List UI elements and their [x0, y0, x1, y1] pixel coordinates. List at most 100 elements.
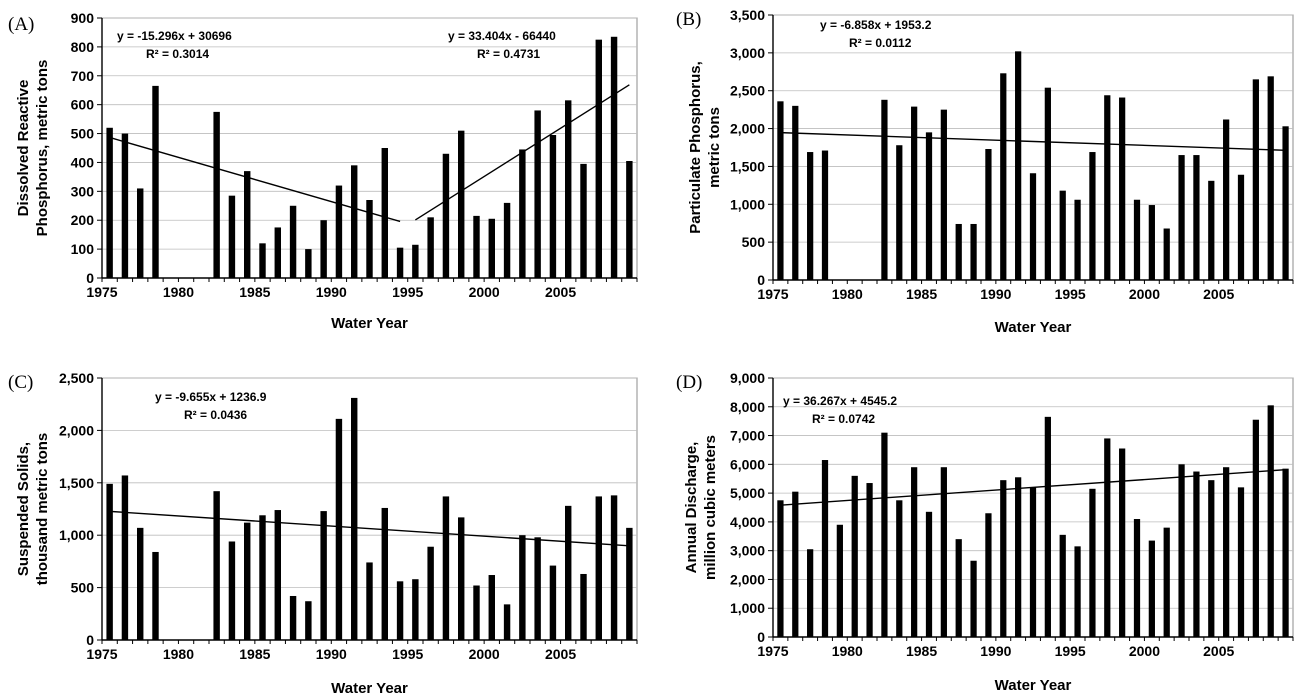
- x-tick-label: 2000: [469, 284, 500, 300]
- bar: [1252, 419, 1259, 637]
- bar: [807, 152, 814, 280]
- bar: [1000, 480, 1007, 637]
- bar: [626, 161, 633, 278]
- bar: [1163, 228, 1170, 280]
- y-axis-title-line: metric tons: [706, 107, 723, 188]
- bar: [1029, 173, 1037, 280]
- y-tick-label: 100: [71, 241, 95, 257]
- bar: [1237, 487, 1245, 637]
- y-tick-label: 500: [742, 234, 766, 250]
- y-tick-label: 9,000: [730, 370, 765, 386]
- bar: [955, 223, 962, 280]
- bar: [213, 491, 220, 640]
- bar: [274, 227, 281, 278]
- y-axis-title-line: Phosphorus, metric tons: [34, 60, 51, 237]
- bar: [821, 150, 829, 280]
- x-axis-title: Water Year: [331, 680, 408, 697]
- trend-r-squared: R² = 0.0436: [184, 408, 247, 422]
- x-tick-label: 1975: [757, 286, 788, 302]
- bar: [881, 432, 888, 637]
- panel-c: 0 500 1,000 1,500 2,000 2,500 1975 1980 1985 1990…: [8, 370, 638, 697]
- bar: [473, 585, 480, 640]
- bar: [610, 495, 618, 640]
- trend-line: [414, 84, 630, 221]
- bar: [1059, 534, 1066, 637]
- bar: [925, 132, 933, 280]
- bar: [152, 551, 159, 640]
- bar: [519, 149, 526, 278]
- bar: [1237, 174, 1245, 280]
- bar: [213, 111, 220, 278]
- trend-equation: y = -15.296x + 30696: [117, 29, 232, 43]
- y-axis-title-line: Suspended Solids,: [15, 442, 32, 576]
- bar: [565, 100, 572, 278]
- x-tick-label: 1985: [906, 286, 937, 302]
- bar: [970, 223, 977, 280]
- bar: [881, 99, 888, 280]
- trend-line: [780, 468, 1286, 506]
- bar: [320, 220, 327, 278]
- x-axis-title: Water Year: [995, 319, 1072, 336]
- bar: [985, 513, 992, 637]
- x-tick-label: 2005: [1203, 643, 1234, 659]
- y-tick-label: 7,000: [730, 428, 765, 444]
- bar: [121, 475, 129, 640]
- bar: [1178, 155, 1185, 280]
- trend-equation: y = -6.858x + 1953.2: [820, 18, 932, 32]
- bar: [366, 200, 373, 278]
- bar: [1074, 546, 1081, 637]
- bar: [274, 510, 281, 640]
- y-tick-label: 2,500: [730, 83, 765, 99]
- x-tick-label: 1990: [316, 646, 347, 662]
- bar: [595, 496, 602, 640]
- bar: [1148, 540, 1155, 637]
- y-tick-label: 300: [71, 183, 95, 199]
- trend-r-squared: R² = 0.3014: [146, 47, 209, 61]
- bar: [792, 105, 799, 280]
- bar: [1193, 471, 1200, 637]
- bar: [792, 491, 799, 637]
- bar: [396, 581, 404, 640]
- trend-equation: y = 36.267x + 4545.2: [783, 394, 897, 408]
- panel-d: 0 1,000 2,000 3,000 4,000 5,000 6,000 7,000 8,00…: [676, 370, 1294, 694]
- bar: [1044, 416, 1051, 637]
- y-tick-label: 1,500: [59, 475, 94, 491]
- y-tick-label: 3,000: [730, 543, 765, 559]
- x-tick-label: 1990: [980, 643, 1011, 659]
- bar: [1059, 190, 1066, 280]
- bar: [549, 135, 557, 278]
- y-tick-label: 3,500: [730, 7, 765, 23]
- y-tick-label: 200: [71, 212, 95, 228]
- y-tick-label: 2,000: [730, 121, 765, 137]
- y-axis-title: Dissolved Reactive Phosphorus, metric ton…: [15, 60, 51, 237]
- y-tick-label: 0: [86, 632, 94, 648]
- y-tick-label: 8,000: [730, 399, 765, 415]
- bar: [442, 496, 450, 640]
- bar: [1104, 95, 1111, 280]
- bar: [580, 573, 587, 640]
- bar: [442, 153, 450, 278]
- x-tick-label: 2005: [1203, 286, 1234, 302]
- bar: [821, 460, 829, 637]
- bar: [458, 130, 465, 278]
- bar: [1133, 199, 1141, 280]
- x-tick-label: 1985: [239, 284, 270, 300]
- bar: [911, 467, 918, 637]
- bar: [896, 145, 903, 280]
- bar: [1044, 87, 1051, 280]
- bar: [1148, 205, 1155, 280]
- x-tick-label: 2005: [545, 646, 576, 662]
- bar: [866, 483, 873, 637]
- y-tick-label: 3,000: [730, 45, 765, 61]
- bar: [106, 127, 113, 279]
- bar: [305, 601, 312, 640]
- y-tick-label: 500: [71, 580, 95, 596]
- y-tick-label: 1,000: [730, 600, 765, 616]
- bar: [228, 541, 236, 640]
- trend-line: [780, 131, 1286, 151]
- y-tick-label: 0: [757, 272, 765, 288]
- trend-r-squared: R² = 0.0742: [812, 412, 875, 426]
- x-tick-label: 2000: [1129, 286, 1160, 302]
- bar: [458, 517, 465, 640]
- bar: [534, 537, 541, 640]
